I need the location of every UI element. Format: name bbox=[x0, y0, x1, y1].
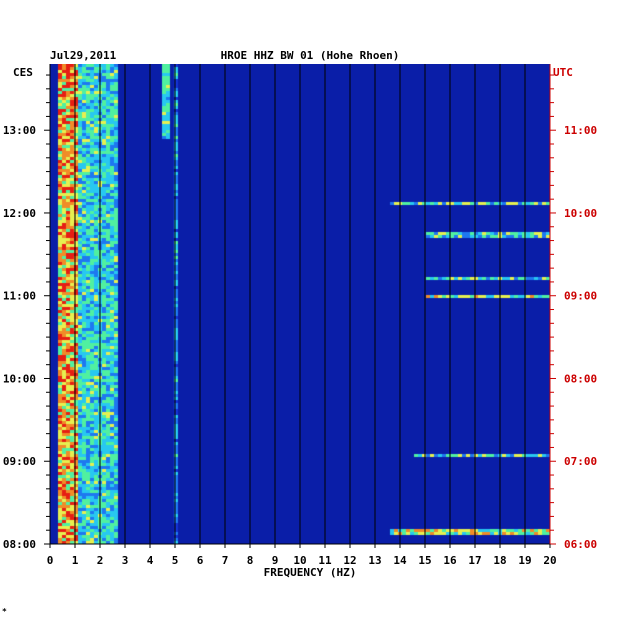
x-tick-labels: 0 1 2 3 4 5 6 7 8 9 10 11 12 13 14 15 16 17 18 19 20 bbox=[47, 554, 557, 567]
x-tick-label: 14 bbox=[393, 554, 407, 567]
x-tick-label: 18 bbox=[493, 554, 506, 567]
x-tick-label: 6 bbox=[197, 554, 204, 567]
left-time-label: 12:00 bbox=[3, 207, 36, 220]
x-tick-label: 3 bbox=[122, 554, 129, 567]
x-tick-label: 0 bbox=[47, 554, 54, 567]
right-timezone-label: UTC bbox=[553, 66, 573, 79]
left-time-label: 08:00 bbox=[3, 538, 36, 551]
x-tick-label: 5 bbox=[172, 554, 179, 567]
frequency-gridlines bbox=[49, 64, 551, 544]
left-time-label: 11:00 bbox=[3, 290, 36, 303]
left-time-label: 10:00 bbox=[3, 372, 36, 385]
footer-mark: * bbox=[2, 607, 7, 616]
left-time-tick-labels: 08:00 09:00 10:00 11:00 12:00 13:00 bbox=[3, 124, 36, 551]
x-tick-label: 20 bbox=[543, 554, 556, 567]
x-tick-label: 9 bbox=[272, 554, 279, 567]
x-tick-label: 13 bbox=[368, 554, 381, 567]
x-tick-label: 1 bbox=[72, 554, 79, 567]
x-tick-label: 11 bbox=[318, 554, 332, 567]
right-time-label: 09:00 bbox=[564, 290, 597, 303]
right-time-tick-labels: 06:00 07:00 08:00 09:00 10:00 11:00 bbox=[564, 124, 597, 551]
x-tick-label: 8 bbox=[247, 554, 254, 567]
left-time-label: 13:00 bbox=[3, 124, 36, 137]
right-time-label: 06:00 bbox=[564, 538, 597, 551]
x-tick-label: 19 bbox=[518, 554, 531, 567]
right-time-label: 08:00 bbox=[564, 372, 597, 385]
x-tick-label: 7 bbox=[222, 554, 229, 567]
x-tick-label: 12 bbox=[343, 554, 356, 567]
right-time-label: 10:00 bbox=[564, 207, 597, 220]
x-tick-label: 2 bbox=[97, 554, 104, 567]
left-time-label: 09:00 bbox=[3, 455, 36, 468]
x-tick-label: 15 bbox=[418, 554, 431, 567]
chart-title: HROE HHZ BW 01 (Hohe Rhoen) bbox=[221, 49, 400, 62]
x-tick-label: 10 bbox=[293, 554, 306, 567]
left-timezone-label: CES bbox=[13, 66, 33, 79]
right-time-label: 07:00 bbox=[564, 455, 597, 468]
right-time-label: 11:00 bbox=[564, 124, 597, 137]
axes bbox=[44, 64, 556, 548]
x-tick-label: 4 bbox=[147, 554, 154, 567]
x-tick-label: 17 bbox=[468, 554, 481, 567]
x-axis-label: FREQUENCY (HZ) bbox=[264, 566, 357, 579]
x-tick-label: 16 bbox=[443, 554, 457, 567]
date-label: Jul29,2011 bbox=[50, 49, 117, 62]
